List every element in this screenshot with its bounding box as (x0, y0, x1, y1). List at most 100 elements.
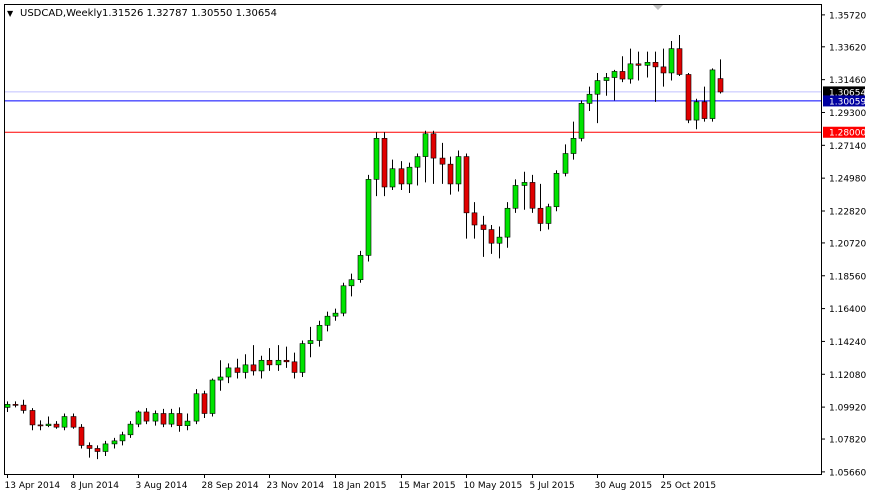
candle-body-up (135, 411, 142, 425)
price-tick-label: 1.07820 (829, 436, 866, 446)
candle-body-down (439, 157, 446, 165)
candle-body-up (127, 423, 134, 436)
time-tick-label: 30 Aug 2015 (595, 481, 653, 491)
candle-body-down (660, 66, 667, 74)
candle-body-down (537, 207, 544, 224)
time-tick-label: 5 Jul 2015 (530, 481, 575, 491)
candle-body-up (627, 63, 634, 80)
candle-body-down (463, 156, 470, 214)
candle (20, 399, 27, 414)
candle (86, 442, 93, 458)
candle-body-down (398, 168, 405, 185)
candle-body-up (422, 133, 429, 157)
price-tick-label: 1.22820 (829, 207, 866, 217)
time-tick-label: 15 Mar 2015 (399, 481, 456, 491)
time-tick-label: 18 Jan 2015 (333, 481, 387, 491)
candle (553, 170, 560, 212)
candle-body-up (152, 413, 159, 422)
candle-body-up (193, 393, 200, 422)
candle (94, 445, 101, 460)
price-tick-label: 1.05660 (829, 468, 866, 478)
candle (693, 98, 700, 130)
candle (644, 51, 651, 78)
candle-body-up (258, 359, 265, 372)
candle-body-up (242, 364, 249, 373)
candle (209, 378, 216, 417)
candle (586, 86, 593, 111)
bid-badge-label: 1.30654 (829, 88, 866, 98)
scroll-shift-marker[interactable] (653, 5, 663, 10)
candle (611, 69, 618, 101)
candle-body-down (701, 101, 708, 119)
candle-body-up (184, 420, 191, 426)
candle (143, 408, 150, 425)
candle (160, 408, 167, 428)
candle-body-down (619, 71, 626, 80)
candle (316, 320, 323, 347)
candle (70, 413, 77, 429)
candle-body-up (119, 434, 126, 442)
candle (537, 183, 544, 232)
candle-body-down (283, 359, 290, 363)
candle (266, 348, 273, 371)
candle (340, 282, 347, 317)
candle (193, 389, 200, 425)
candle (283, 346, 290, 368)
price-tick-label: 1.09920 (829, 404, 866, 414)
menu-arrow-icon[interactable]: ▼ (7, 9, 14, 18)
candle (603, 72, 610, 96)
candle-body-down (381, 138, 388, 188)
candle (717, 59, 724, 94)
candle-body-down (266, 359, 273, 366)
candle-body-down (652, 62, 659, 68)
candle (201, 390, 208, 419)
candle (570, 121, 577, 160)
candle (217, 360, 224, 391)
candle (496, 226, 503, 259)
candle-body-up (307, 340, 314, 344)
candle-body-down (488, 229, 495, 244)
price-tick-label: 1.27140 (829, 142, 866, 152)
candle-body-down (29, 410, 36, 426)
horizontal-lines (5, 91, 821, 133)
candle (291, 352, 298, 379)
price-tick-label: 1.18560 (829, 272, 866, 282)
candle-body-up (102, 443, 109, 452)
candle (447, 156, 454, 195)
candle-body-down (250, 364, 257, 372)
chart-header-ohlc: 1.31526 1.32787 1.30550 1.30654 (102, 8, 277, 19)
candle (660, 48, 667, 87)
candle-body-up (332, 312, 339, 317)
candle-body-down (143, 411, 150, 422)
candle (545, 203, 552, 230)
time-tick-label: 28 Sep 2014 (202, 481, 259, 491)
candle-body-up (594, 80, 601, 95)
candle (135, 410, 142, 428)
candle (37, 420, 44, 431)
candle-body-up (693, 101, 700, 121)
price-tick-label: 1.35720 (829, 11, 866, 21)
candle (102, 440, 109, 457)
candle (422, 130, 429, 183)
candle-body-up (299, 343, 306, 373)
candle-body-down (717, 78, 724, 93)
candle (332, 308, 339, 321)
candle-body-up (357, 255, 364, 281)
candle (184, 413, 191, 431)
candle-body-up (644, 62, 651, 66)
candle-body-up (570, 138, 577, 154)
candle (258, 355, 265, 379)
candle-body-up (365, 179, 372, 256)
candle-body-up (168, 413, 175, 425)
candle (455, 150, 462, 192)
candle-body-up (4, 404, 11, 408)
candle-body-up (611, 71, 618, 78)
candle-body-down (53, 423, 60, 428)
candle-body-down (70, 416, 77, 428)
candle (45, 416, 52, 428)
candle (127, 421, 134, 438)
candle (627, 48, 634, 84)
candle-body-down (430, 133, 437, 159)
